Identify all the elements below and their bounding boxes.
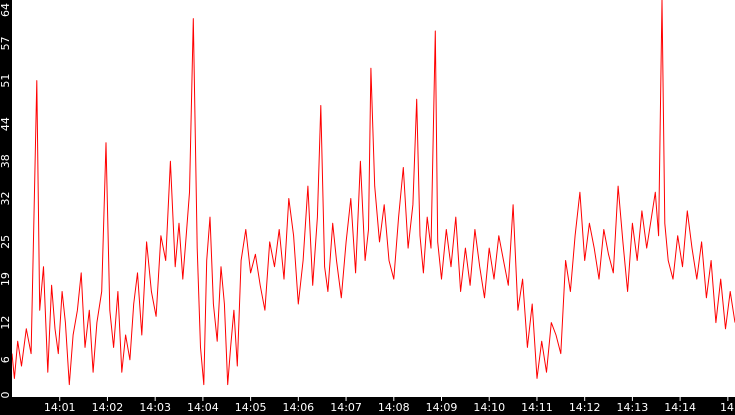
x-tick-label: 14:07 xyxy=(330,401,362,414)
series-line xyxy=(11,0,735,386)
x-tick-label: 14:13 xyxy=(617,401,649,414)
plot-area xyxy=(11,0,735,386)
x-tick-label: 14:03 xyxy=(139,401,171,414)
y-tick-label: 38 xyxy=(0,154,12,168)
x-tick-label: 14:10 xyxy=(473,401,505,414)
y-tick-label: 44 xyxy=(0,117,12,131)
y-tick-label: 0 xyxy=(0,392,12,399)
x-tick-label: 14:01 xyxy=(44,401,76,414)
x-axis-band xyxy=(0,397,735,415)
y-tick-label: 32 xyxy=(0,192,12,206)
y-tick-label: 12 xyxy=(0,316,12,330)
y-tick-label: 25 xyxy=(0,235,12,249)
y-tick-label: 57 xyxy=(0,36,12,50)
x-tick-label: 14:09 xyxy=(426,401,458,414)
x-tick-label: 14:06 xyxy=(282,401,314,414)
y-tick-label: 51 xyxy=(0,74,12,88)
x-tick-label: 14:11 xyxy=(521,401,553,414)
x-tick-label: 14:05 xyxy=(235,401,267,414)
x-tick-label: 14 xyxy=(720,401,734,414)
y-tick-label: 19 xyxy=(0,272,12,286)
y-tick-label: 64 xyxy=(0,3,12,17)
y-tick-label: 6 xyxy=(0,356,12,363)
x-tick-label: 14:14 xyxy=(664,401,696,414)
y-axis-band xyxy=(0,0,12,415)
x-tick-label: 14:08 xyxy=(378,401,410,414)
x-tick-label: 14:04 xyxy=(187,401,219,414)
x-tick-label: 14:12 xyxy=(569,401,601,414)
x-tick-label: 14:02 xyxy=(92,401,124,414)
